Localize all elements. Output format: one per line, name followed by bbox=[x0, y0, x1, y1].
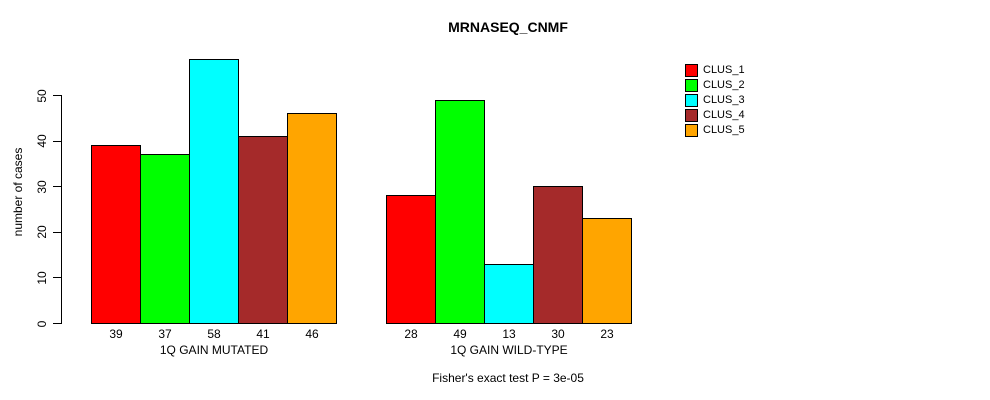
annotation-fisher-test: Fisher's exact test P = 3e-05 bbox=[432, 371, 584, 385]
legend-swatch-icon bbox=[685, 94, 698, 107]
bar-value-label: 28 bbox=[404, 327, 418, 341]
y-tick bbox=[53, 323, 61, 324]
y-tick-label: 10 bbox=[35, 271, 49, 285]
bar-clus_5-group-1 bbox=[287, 113, 337, 324]
legend-label: CLUS_2 bbox=[703, 79, 745, 91]
y-axis-line bbox=[61, 95, 62, 324]
bar-value-label: 37 bbox=[158, 327, 172, 341]
y-tick-label: 20 bbox=[35, 225, 49, 239]
bar-value-label: 23 bbox=[600, 327, 614, 341]
bar-clus_2-group-2 bbox=[435, 99, 485, 324]
bar-clus_3-group-2 bbox=[484, 263, 534, 324]
legend-label: CLUS_3 bbox=[703, 94, 745, 106]
legend-swatch-icon bbox=[685, 79, 698, 92]
bar-value-label: 49 bbox=[453, 327, 467, 341]
y-tick-label: 30 bbox=[35, 180, 49, 194]
legend-label: CLUS_1 bbox=[703, 64, 745, 76]
legend-label: CLUS_4 bbox=[703, 109, 745, 121]
y-tick bbox=[53, 140, 61, 142]
bar-clus_1-group-2 bbox=[386, 195, 436, 324]
y-tick-label: 0 bbox=[35, 320, 49, 327]
bar-value-label: 39 bbox=[109, 327, 123, 341]
bar-clus_4-group-2 bbox=[533, 186, 583, 324]
y-tick-label: 40 bbox=[35, 134, 49, 148]
bar-clus_5-group-2 bbox=[582, 218, 632, 324]
group-label-2: 1Q GAIN WILD-TYPE bbox=[450, 343, 568, 357]
bar-value-label: 58 bbox=[207, 327, 221, 341]
legend-swatch-icon bbox=[685, 64, 698, 77]
legend-item-clus_3: CLUS_3 bbox=[685, 93, 745, 108]
chart-title: MRNASEQ_CNMF bbox=[448, 19, 568, 35]
group-label-1: 1Q GAIN MUTATED bbox=[159, 343, 269, 357]
legend: CLUS_1 CLUS_2 CLUS_3 CLUS_4 CLUS_5 bbox=[685, 63, 745, 138]
y-tick bbox=[53, 186, 61, 188]
bar-clus_4-group-1 bbox=[238, 136, 288, 324]
legend-item-clus_2: CLUS_2 bbox=[685, 78, 745, 93]
legend-item-clus_5: CLUS_5 bbox=[685, 123, 745, 138]
y-tick bbox=[53, 95, 61, 96]
legend-item-clus_4: CLUS_4 bbox=[685, 108, 745, 123]
bar-clus_3-group-1 bbox=[189, 58, 239, 324]
y-tick-label: 50 bbox=[35, 88, 49, 103]
y-tick bbox=[53, 277, 61, 279]
bar-value-label: 41 bbox=[256, 327, 270, 341]
y-axis-label: number of cases bbox=[11, 147, 25, 237]
legend-item-clus_1: CLUS_1 bbox=[685, 63, 745, 78]
legend-swatch-icon bbox=[685, 109, 698, 122]
legend-swatch-icon bbox=[685, 124, 698, 137]
bar-clus_2-group-1 bbox=[140, 154, 190, 324]
bar-value-label: 30 bbox=[551, 327, 565, 341]
bar-clus_1-group-1 bbox=[91, 145, 141, 324]
bar-value-label: 46 bbox=[305, 327, 319, 341]
bar-value-label: 13 bbox=[502, 327, 516, 341]
y-tick bbox=[53, 231, 61, 233]
legend-label: CLUS_5 bbox=[703, 124, 745, 136]
